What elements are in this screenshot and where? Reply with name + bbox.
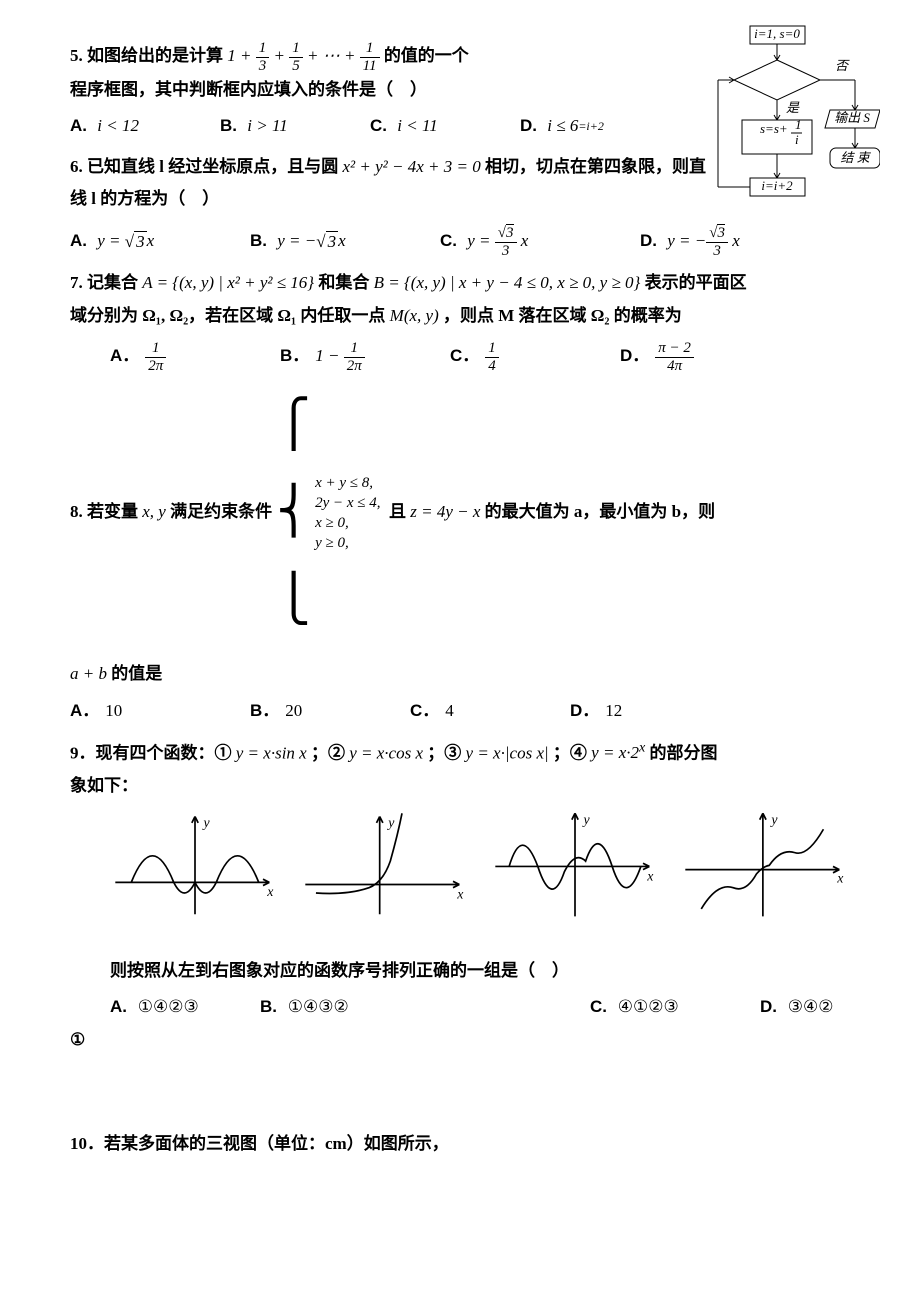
svg-text:y: y [386, 815, 395, 830]
flow-no: 否 [835, 58, 850, 73]
question-5: i=1, s=0 否 是 输出 S 结 束 s=s+ 1 i i=i+2 5. … [70, 40, 850, 143]
flow-init: i=1, s=0 [754, 26, 800, 41]
q8-opt-d: 12 [605, 701, 622, 720]
svg-text:y: y [769, 812, 778, 827]
q7-t2: 和集合 [318, 273, 369, 292]
q9-t2: ；② [311, 743, 345, 762]
q9-graphs: yx yx yx yx [110, 808, 850, 925]
question-10: 10．若某多面体的三视图（单位：cm）如图所示， [70, 1128, 850, 1160]
svg-text:s=s+: s=s+ [760, 121, 788, 136]
q6-opt-d: y = −√33 x [663, 231, 740, 250]
graph-2: yx [300, 808, 470, 925]
flow-output: 输出 S [834, 110, 870, 125]
q6-line2: 线 l 的方程为（ ） [70, 189, 219, 208]
svg-text:i: i [795, 132, 799, 147]
q5-text-a: 5. 如图给出的是计算 [70, 46, 223, 65]
q9-opt-d: ③④② [788, 997, 834, 1016]
question-8: 8. 若变量 x, y 满足约束条件 ⎧⎨⎩ x + y ≤ 8, 2y − x… [70, 382, 850, 727]
q7-opt-d: π − 24π [655, 340, 694, 374]
q9-extra: ① [70, 1024, 850, 1056]
q7-l2a: 域分别为 Ω₁, Ω₂，若在区域 Ω₁ 内任取一点 [70, 306, 385, 325]
svg-text:y: y [582, 812, 591, 827]
q9-t5: 的部分图 [650, 743, 718, 762]
svg-text:x: x [266, 884, 274, 899]
graph-3: yx [490, 808, 660, 925]
q6-t2: 相切，切点在第四象限，则直 [485, 157, 706, 176]
q9-opt-c: ④①②③ [618, 997, 679, 1016]
q9-t3: ；③ [427, 743, 461, 762]
q9-opt-b: ①④③② [288, 997, 349, 1016]
q9-f4: y = x·2x [587, 743, 645, 762]
q6-options: A. y = √3x B. y = −√3x C. y = √33 x D. y… [70, 225, 850, 259]
q7-l2b: ，则点 M 落在区域 Ω₂ 的概率为 [443, 306, 682, 325]
q5-opt-c: i < 11 [393, 116, 438, 135]
q9-f3: y = x·|cos x| [461, 743, 553, 762]
q8-obj: z = 4y − x [410, 502, 484, 521]
q8-t3: 且 [389, 502, 406, 521]
graph-4: yx [680, 808, 850, 925]
svg-text:x: x [646, 868, 654, 883]
q8-t2: 满足约束条件 [170, 502, 272, 521]
svg-text:x: x [456, 886, 464, 901]
q5-text-b: 的值的一个 [384, 46, 469, 65]
q6-opt-c: y = √33 x [463, 231, 528, 250]
svg-text:x: x [836, 870, 844, 885]
graph-1: yx [110, 808, 280, 925]
q7-setB: B = {(x, y) | x + y − 4 ≤ 0, x ≥ 0, y ≥ … [374, 273, 645, 292]
q8-opt-a: 10 [105, 701, 122, 720]
q8-ab: a + b [70, 664, 111, 683]
q6-opt-a: y = √3x [93, 231, 154, 250]
q7-opt-b: 1 − 12π [315, 346, 365, 365]
q5-opt-b: i > 11 [243, 116, 288, 135]
question-6: 6. 已知直线 l 经过坐标原点，且与圆 x² + y² − 4x + 3 = … [70, 151, 850, 260]
q9-line2: 象如下： [70, 776, 138, 795]
q9-f2: y = x·cos x [345, 743, 427, 762]
q7-t3: 表示的平面区 [645, 273, 747, 292]
q6-t1: 6. 已知直线 l 经过坐标原点，且与圆 [70, 157, 338, 176]
q5-opt-d: i ≤ 6 [543, 116, 578, 135]
q9-q: 则按照从左到右图象对应的函数序号排列正确的一组是（ ） [110, 955, 850, 987]
q6-circle: x² + y² − 4x + 3 = 0 [342, 157, 485, 176]
q7-setA: A = {(x, y) | x² + y² ≤ 16} [142, 273, 318, 292]
q8-constraints: x + y ≤ 8, 2y − x ≤ 4, x ≥ 0, y ≥ 0, [315, 473, 380, 554]
q8-l2: 的值是 [111, 664, 162, 683]
q9-options: A. ①④②③ B. ①④③② C. ④①②③ D. ③④② [110, 991, 850, 1023]
question-9: 9．现有四个函数：① y = x·sin x ；② y = x·cos x ；③… [70, 735, 850, 1056]
svg-text:1: 1 [795, 117, 802, 132]
q8-t1: 8. 若变量 [70, 502, 138, 521]
q8-vars: x, y [142, 502, 170, 521]
question-7: 7. 记集合 A = {(x, y) | x² + y² ≤ 16} 和集合 B… [70, 267, 850, 374]
q8-t4: 的最大值为 a，最小值为 b，则 [485, 502, 715, 521]
q9-t1: 9．现有四个函数：① [70, 743, 232, 762]
q8-opt-b: 20 [285, 701, 302, 720]
q9-t4: ；④ [553, 743, 587, 762]
q7-options: A．12π B．1 − 12π C．14 D．π − 24π [110, 340, 850, 374]
svg-text:y: y [202, 815, 211, 830]
q7-t1: 7. 记集合 [70, 273, 138, 292]
q7-opt-c: 14 [485, 340, 499, 374]
q5-opt-a: i < 12 [93, 116, 139, 135]
q7-pt: M(x, y) [390, 306, 443, 325]
flow-yes: 是 [786, 100, 800, 115]
q8-options: A．10 B．20 C．4 D．12 [70, 695, 850, 727]
q5-expr: 1 + 13 + 15 + ⋯ + 111 [227, 46, 379, 65]
q9-f1: y = x·sin x [232, 743, 311, 762]
q6-opt-b: y = −√3x [273, 231, 346, 250]
q9-opt-a: ①④②③ [138, 997, 199, 1016]
q8-opt-c: 4 [445, 701, 454, 720]
q7-opt-a: 12π [145, 340, 166, 374]
